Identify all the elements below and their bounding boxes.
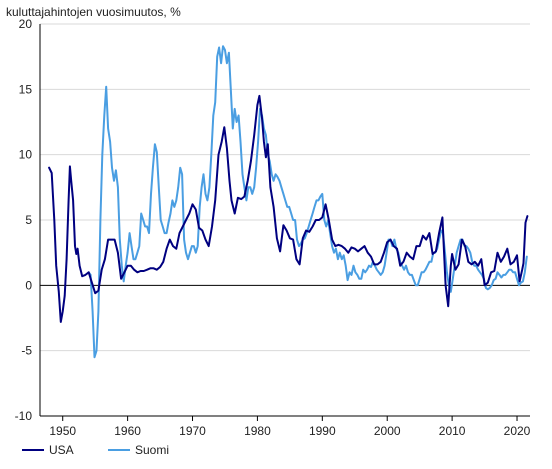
series-line-usa: [48, 94, 529, 323]
x-tick-label: 1960: [114, 424, 141, 438]
y-tick-label: 10: [19, 148, 33, 162]
axes: -10 -5 0 5 10 15 20 1950 1960 1970 1980 1990 2000 201…: [15, 17, 531, 438]
legend-label-suomi: Suomi: [135, 443, 169, 457]
x-tick-label: 1980: [244, 424, 271, 438]
legend: USA Suomi: [22, 443, 169, 457]
series-lines: [48, 45, 529, 359]
legend-label-usa: USA: [49, 443, 74, 457]
x-tick-label: 1970: [179, 424, 206, 438]
gridlines: [40, 23, 530, 417]
y-tick-label: 5: [25, 213, 32, 227]
x-tick-label: 1950: [49, 424, 76, 438]
y-tick-label: -5: [21, 344, 32, 358]
y-tick-label: 0: [25, 278, 32, 292]
y-tick-label: 20: [19, 17, 33, 31]
x-tick-label: 2020: [504, 424, 531, 438]
x-tick-label: 2000: [374, 424, 401, 438]
y-axis-label: kuluttajahintojen vuosimuutos, %: [6, 5, 181, 19]
x-tick-label: 1990: [309, 424, 336, 438]
y-tick-label: 15: [19, 82, 33, 96]
y-tick-label: -10: [15, 409, 33, 423]
series-line-suomi: [87, 45, 528, 359]
x-tick-label: 2010: [439, 424, 466, 438]
